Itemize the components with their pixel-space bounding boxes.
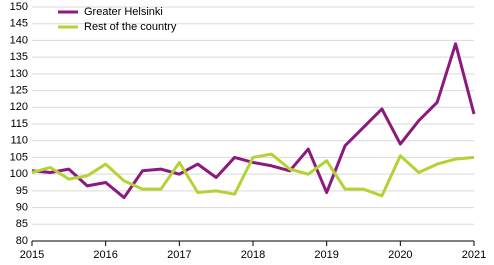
y-tick-label: 120 — [10, 101, 28, 113]
legend-label: Greater Helsinki — [84, 6, 163, 18]
y-tick-label: 130 — [10, 68, 28, 80]
y-tick-label: 105 — [10, 151, 28, 163]
y-tick-label: 125 — [10, 84, 28, 96]
series-line — [31, 152, 475, 198]
x-tick-label: 2015 — [20, 249, 44, 261]
y-tick-label: 145 — [10, 18, 28, 30]
y-tick-label: 100 — [10, 168, 28, 180]
y-tick-label: 150 — [10, 1, 28, 13]
y-tick-label: 95 — [16, 185, 28, 197]
series-line — [31, 42, 476, 200]
x-tick-label: 2017 — [167, 249, 191, 261]
y-tick-label: 110 — [10, 135, 28, 147]
y-tick-label: 115 — [10, 118, 28, 130]
x-tick-label: 2016 — [93, 249, 117, 261]
y-tick-label: 85 — [16, 218, 28, 230]
x-tick-label: 2020 — [388, 249, 412, 261]
y-tick-label: 80 — [16, 235, 28, 247]
y-tick-label: 90 — [16, 201, 28, 213]
y-tick-label: 140 — [10, 34, 28, 46]
y-tick-label: 135 — [10, 51, 28, 63]
x-tick-label: 2021 — [462, 249, 486, 261]
x-tick-label: 2018 — [241, 249, 265, 261]
x-tick-label: 2019 — [314, 249, 338, 261]
legend-label: Rest of the country — [84, 21, 177, 33]
